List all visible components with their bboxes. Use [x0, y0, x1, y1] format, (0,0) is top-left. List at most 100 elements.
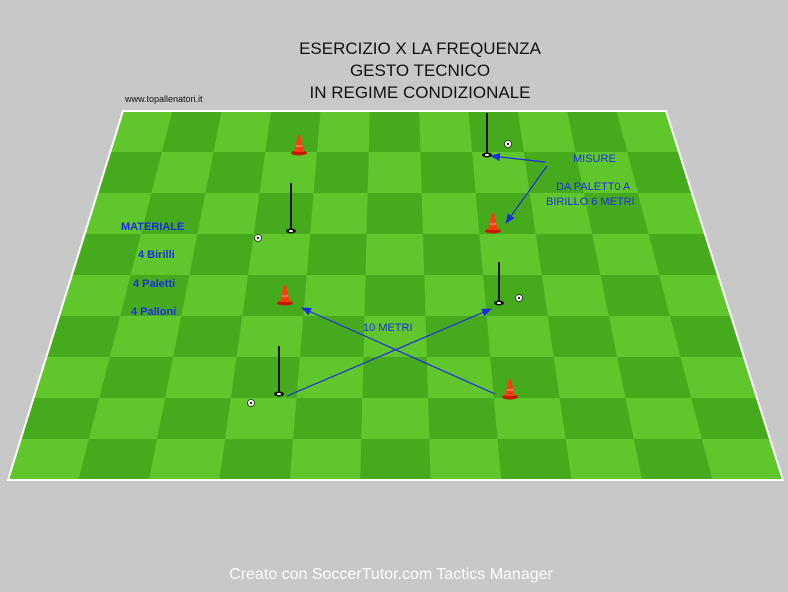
grass-tile [565, 439, 643, 480]
grass-tile [600, 275, 670, 316]
grass-tile [20, 398, 100, 439]
title-line-1: ESERCIZIO X LA FREQUENZA [299, 39, 541, 58]
ball [254, 234, 262, 242]
grass-tile [8, 439, 89, 480]
grass-tile [313, 152, 369, 193]
grass-tile [84, 193, 152, 234]
grass-tile [425, 316, 491, 357]
grass-tile [517, 111, 576, 152]
grass-tile [248, 234, 311, 275]
footer-credit: Creato con SoccerTutor.com Tactics Manag… [229, 566, 553, 583]
grass-tile [230, 357, 300, 398]
measures-line-2: BIRILLO 6 METRI [546, 196, 635, 208]
grass-tile [493, 398, 566, 439]
grass-tile [317, 111, 370, 152]
grass-tile [429, 439, 502, 480]
diagonal-arrow-a [301, 307, 496, 395]
grass-tile [303, 275, 366, 316]
grass-tile [219, 439, 294, 480]
grass-tile [583, 193, 649, 234]
grass-tile [289, 439, 362, 480]
grass-tile [151, 152, 214, 193]
pole [286, 183, 296, 234]
grass-tile [523, 152, 584, 193]
grass-tile [148, 439, 226, 480]
grass-tile [669, 316, 744, 357]
grass-tile [161, 111, 222, 152]
grass-tile [633, 439, 713, 480]
grass-tile [468, 111, 524, 152]
grass-tile [213, 111, 272, 152]
measures-heading: MISURE [573, 153, 616, 165]
grass-tile [181, 275, 249, 316]
grass-tile [59, 275, 131, 316]
grass-tile [33, 357, 110, 398]
grass-tile [360, 439, 431, 480]
grass-tile [637, 193, 705, 234]
measures-line-1: DA PALETT0 A [556, 181, 631, 193]
materials-heading: MATERIALE [121, 221, 184, 233]
cone [485, 213, 501, 234]
grass-tile [541, 275, 609, 316]
grass-tile [608, 316, 681, 357]
grass-tile [472, 152, 530, 193]
grass-tile [426, 357, 494, 398]
grass-tile [225, 398, 297, 439]
grass-tile [364, 275, 426, 316]
grass-tile [130, 234, 198, 275]
grass-tile [293, 398, 363, 439]
grass-tile [419, 111, 473, 152]
grass-tile [559, 398, 634, 439]
grass-tile [197, 193, 260, 234]
grass-tile [189, 234, 254, 275]
cone [502, 379, 518, 400]
grass-tile [97, 152, 162, 193]
grass-tile [310, 193, 368, 234]
grass-tile [420, 152, 476, 193]
grass-tile [78, 439, 157, 480]
materials-legend: MATERIALE 4 Birilli 4 Paletti 4 Palloni [121, 221, 184, 318]
cone [277, 285, 293, 306]
grass-tile [475, 193, 536, 234]
grass-tile [423, 234, 484, 275]
pole [274, 346, 284, 397]
grass-tile [421, 193, 480, 234]
grass-tile [490, 357, 560, 398]
grass-tile [424, 275, 487, 316]
diagonal-arrow-b [286, 308, 492, 397]
ball [247, 399, 255, 407]
grass-tile [486, 316, 554, 357]
grass-tile [120, 275, 190, 316]
grass-tile [253, 193, 314, 234]
ball [515, 294, 523, 302]
grass-tile [71, 234, 142, 275]
grass-tile [99, 357, 174, 398]
grass-tile [236, 316, 304, 357]
grass-tile [366, 193, 423, 234]
grass-tile [265, 111, 321, 152]
grass-tile [300, 316, 365, 357]
measure-arrow-to-cone [505, 165, 548, 224]
grass-tile [205, 152, 266, 193]
grass-tile [553, 357, 626, 398]
arrows [286, 153, 548, 397]
grass-tile [46, 316, 121, 357]
title-line-3: IN REGIME CONDIZIONALE [309, 83, 531, 102]
grass-tile [88, 398, 166, 439]
grass-tile [575, 152, 638, 193]
grass-tile [547, 316, 618, 357]
measures-note: MISURE DA PALETT0 A BIRILLO 6 METRI [546, 153, 635, 208]
website-label: www.topallenatori.it [125, 94, 203, 104]
grass-tile [428, 398, 498, 439]
cone [291, 135, 307, 156]
grass-tile [362, 357, 429, 398]
ball [504, 140, 512, 148]
grass-tile [616, 111, 679, 152]
grass-tile [497, 439, 572, 480]
grass-tile [535, 234, 601, 275]
grass-tile [648, 234, 718, 275]
pole [494, 262, 504, 306]
grass-tile [110, 111, 173, 152]
grass-tile [368, 111, 421, 152]
